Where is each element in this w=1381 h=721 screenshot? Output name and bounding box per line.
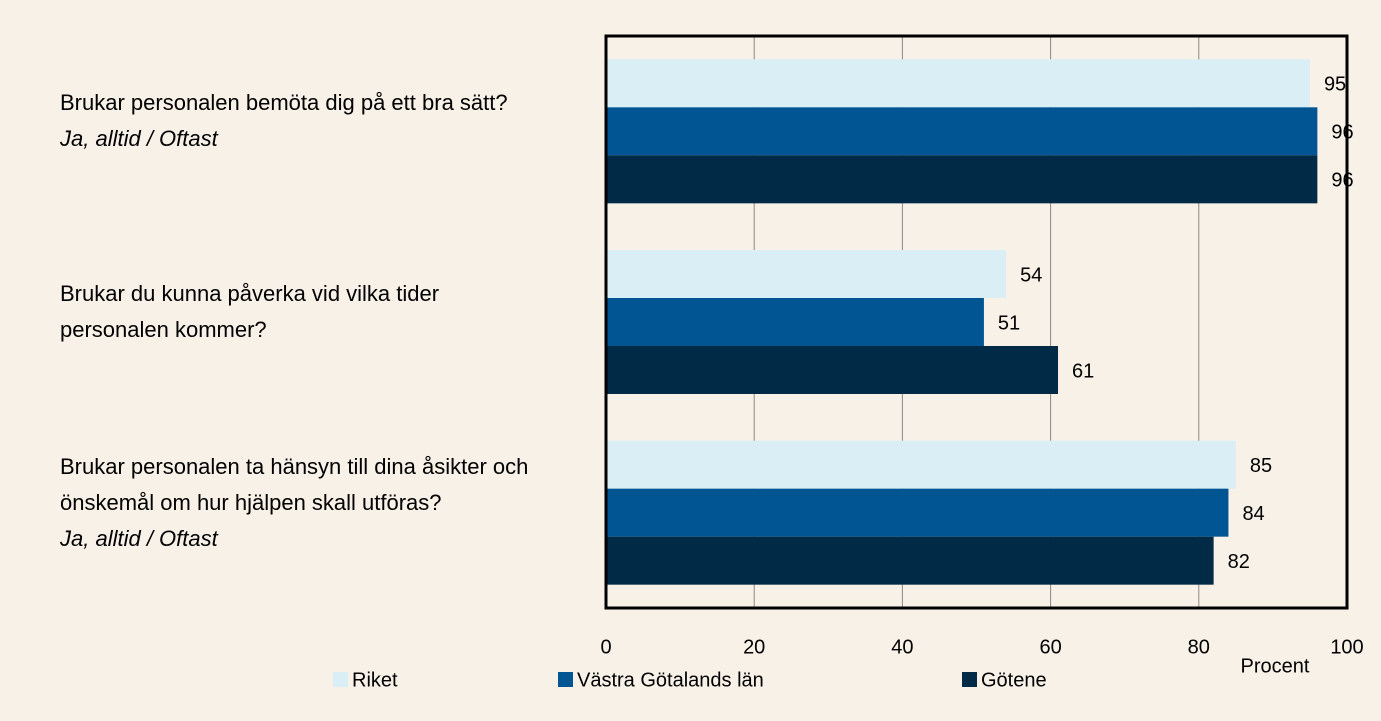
plot-border	[604, 34, 1349, 610]
bar	[606, 346, 1059, 394]
bar	[606, 488, 1229, 537]
category-label: Brukar personalen bemöta dig på ett bra …	[60, 85, 540, 157]
bar	[606, 155, 1318, 204]
x-tick-label: 60	[1039, 636, 1061, 658]
value-label: 95	[1324, 74, 1346, 96]
bar	[606, 440, 1236, 489]
legend-label: Götene	[981, 669, 1047, 691]
value-label: 82	[1228, 551, 1250, 573]
category-label: Brukar du kunna påverka vid vilka tider …	[60, 276, 540, 348]
legend-label: Västra Götalands län	[577, 669, 764, 691]
bar	[606, 107, 1318, 156]
x-tick-label: 0	[600, 636, 611, 658]
bar	[606, 298, 984, 346]
category-text: Brukar du kunna påverka vid vilka tider …	[60, 281, 440, 342]
value-label: 51	[998, 312, 1020, 334]
legend-swatch	[962, 672, 977, 687]
bar	[606, 250, 1007, 298]
legend-swatch	[558, 672, 573, 687]
value-label: 96	[1331, 170, 1353, 192]
category-note: Ja, alltid / Oftast	[60, 525, 218, 551]
bar	[606, 536, 1214, 585]
value-label: 61	[1072, 360, 1094, 382]
x-tick-label: 100	[1330, 636, 1363, 658]
legend-swatch	[333, 672, 348, 687]
x-tick-label: 20	[743, 636, 765, 658]
category-label: Brukar personalen ta hänsyn till dina ås…	[60, 449, 540, 557]
value-label: 54	[1020, 264, 1042, 286]
bar	[606, 59, 1310, 108]
value-label: 85	[1250, 455, 1272, 477]
x-tick-label: 80	[1188, 636, 1210, 658]
x-tick-label: 40	[891, 636, 913, 658]
category-text: Brukar personalen ta hänsyn till dina ås…	[60, 453, 529, 515]
category-text: Brukar personalen bemöta dig på ett bra …	[60, 90, 508, 116]
category-note: Ja, alltid / Oftast	[60, 126, 218, 152]
value-label: 96	[1331, 122, 1353, 144]
value-label: 84	[1242, 503, 1264, 525]
x-axis-label: Procent	[1241, 655, 1310, 677]
legend-label: Riket	[352, 669, 398, 691]
